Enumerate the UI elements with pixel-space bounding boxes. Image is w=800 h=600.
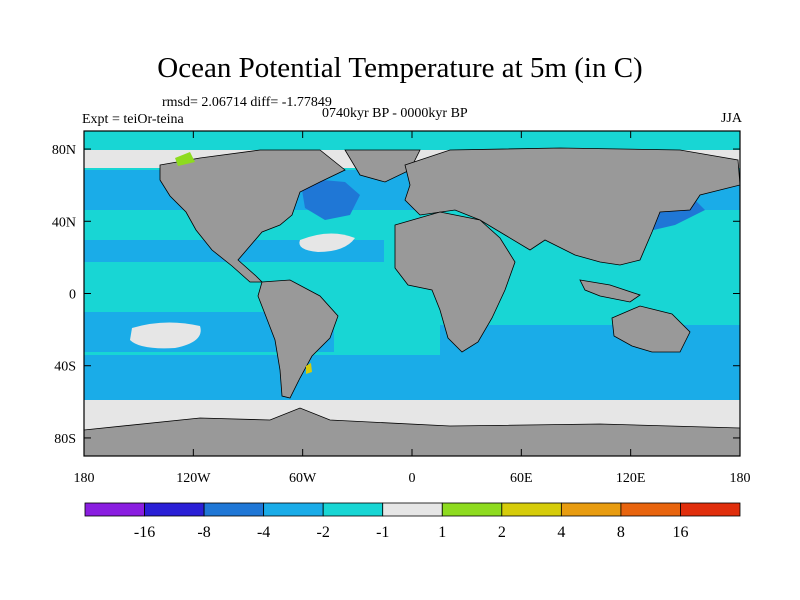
colorbar-swatch: [144, 502, 205, 517]
period-label: 0740kyr BP - 0000kyr BP: [322, 106, 468, 121]
y-tick-label: 40N: [52, 215, 76, 230]
rmsd-diff-stats: rmsd= 2.06714 diff= -1.77849: [162, 95, 332, 110]
y-tick-label: 40S: [54, 360, 76, 375]
colorbar-swatch: [501, 502, 562, 517]
land-australia: [611, 305, 691, 353]
x-tick-label: 180: [730, 471, 751, 486]
colorbar-swatch: [263, 502, 324, 517]
axis-ticks: 180 120W 60W 0 60E 120E 180 80N 40N 0 40S 80S: [52, 131, 751, 486]
colorbar-label: -4: [257, 524, 270, 541]
map-title: Ocean Potential Temperature at 5m (in C): [157, 52, 643, 84]
land-south-america: [257, 279, 339, 399]
experiment-label: Expt = teiOr-teina: [82, 112, 184, 127]
colorbar-label: -16: [134, 524, 155, 541]
colorbar-label: -1: [376, 524, 389, 541]
colorbar-label: 1: [438, 524, 446, 541]
colorbar-swatch: [322, 502, 384, 517]
colorbar-label: 2: [498, 524, 506, 541]
colorbar-swatch: [382, 502, 443, 517]
x-tick-label: 60E: [510, 471, 533, 486]
x-tick-label: 120W: [176, 471, 211, 486]
colorbar-label: -2: [317, 524, 330, 541]
colorbar-swatch: [620, 502, 681, 517]
anomaly-warm-patagonia: [306, 363, 312, 374]
land: [84, 147, 740, 456]
colorbar-label: 16: [672, 524, 688, 541]
anomaly-band-indian: [440, 325, 740, 355]
anomaly-neutral-atlantic: [299, 233, 355, 252]
land-greenland: [344, 149, 421, 183]
season-label: JJA: [720, 111, 742, 126]
y-tick-label: 0: [69, 288, 76, 303]
y-tick-label: 80S: [54, 432, 76, 447]
land-indonesia: [579, 279, 641, 303]
colorbar-swatch: [441, 502, 503, 517]
land-eurasia: [404, 147, 740, 266]
map-field: [84, 131, 740, 456]
colorbar-label: -8: [197, 524, 210, 541]
land-north-america: [159, 149, 346, 283]
anomaly-band-south: [84, 355, 740, 400]
anomaly-deep-north-atlantic: [300, 178, 360, 220]
colorbar-label: 8: [617, 524, 625, 541]
colorbar-swatch: [680, 502, 741, 517]
land-antarctica: [84, 407, 740, 456]
x-tick-label: 60W: [289, 471, 317, 486]
x-tick-label: 120E: [616, 471, 646, 486]
colorbar-swatch: [84, 502, 145, 517]
land-africa: [394, 211, 516, 353]
colorbar-label: 4: [557, 524, 565, 541]
anomaly-neutral-south-pacific: [130, 322, 201, 349]
colorbar-swatch: [560, 502, 622, 517]
colorbar-swatch: [203, 502, 265, 517]
x-tick-label: 180: [74, 471, 95, 486]
anomaly-warm-arctic: [175, 152, 195, 166]
colorbar: -16 -8 -4 -2 -1 1 2 4 8 16: [84, 502, 741, 541]
y-tick-label: 80N: [52, 143, 76, 158]
x-tick-label: 0: [409, 471, 416, 486]
